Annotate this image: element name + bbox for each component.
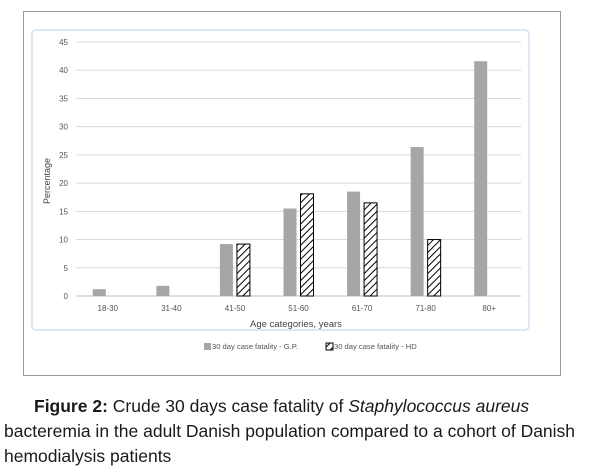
x-tick-label: 71-80 bbox=[415, 304, 436, 313]
y-tick-label: 25 bbox=[59, 151, 68, 160]
y-tick-label: 35 bbox=[59, 94, 68, 103]
bar-gp bbox=[410, 146, 424, 296]
x-tick-label: 61-70 bbox=[352, 304, 373, 313]
x-tick-label: 51-60 bbox=[288, 304, 309, 313]
caption-italic-organism: Staphylococcus aureus bbox=[348, 396, 530, 416]
y-tick-label: 45 bbox=[59, 38, 68, 47]
bar-hd bbox=[427, 239, 442, 297]
bar-hd bbox=[363, 202, 378, 297]
figure-caption: Figure 2: Crude 30 days case fatality of… bbox=[4, 394, 589, 469]
bar-hd bbox=[236, 243, 251, 297]
y-tick-label: 15 bbox=[59, 207, 68, 216]
bar-gp bbox=[474, 61, 488, 296]
y-axis-label: Percentage bbox=[42, 158, 52, 204]
bar-gp bbox=[347, 191, 361, 296]
x-tick-label: 18-30 bbox=[98, 304, 119, 313]
x-tick-label: 31-40 bbox=[161, 304, 182, 313]
y-tick-label: 0 bbox=[64, 292, 69, 301]
x-tick-label: 41-50 bbox=[225, 304, 246, 313]
legend-swatch-hd bbox=[325, 342, 334, 351]
legend-label-gp: 30 day case fatality - G.P. bbox=[212, 342, 298, 351]
bar-chart: 0 5 10 15 20 25 30 35 40 45 18-30 31-40 41-50 51-60 61… bbox=[31, 29, 530, 351]
legend: 30 day case fatality - G.P. 30 day case f… bbox=[204, 342, 417, 351]
x-axis-label: Age categories, years bbox=[250, 319, 342, 330]
chart-frame: 0 5 10 15 20 25 30 35 40 45 18-30 31-40 41-50 51-60 61… bbox=[23, 11, 561, 376]
legend-label-hd: 30 day case fatality - HD bbox=[334, 342, 417, 351]
bar-gp bbox=[283, 208, 297, 296]
plot-area-border bbox=[31, 29, 530, 331]
y-tick-label: 10 bbox=[59, 236, 68, 245]
figure-label: Figure 2: bbox=[34, 396, 108, 416]
bar-gp bbox=[219, 244, 233, 296]
bar-gp bbox=[156, 285, 170, 296]
caption-text-before: Crude 30 days case fatality of bbox=[112, 396, 344, 416]
caption-text-after: bacteremia in the adult Danish populatio… bbox=[4, 421, 576, 466]
y-tick-label: 30 bbox=[59, 123, 68, 132]
x-tick-label: 80+ bbox=[482, 304, 496, 313]
bar-hd bbox=[300, 193, 314, 297]
y-tick-label: 5 bbox=[64, 264, 69, 273]
bar-gp bbox=[92, 289, 106, 296]
y-tick-label: 40 bbox=[59, 66, 68, 75]
legend-swatch-gp bbox=[204, 343, 211, 350]
y-tick-label: 20 bbox=[59, 179, 68, 188]
